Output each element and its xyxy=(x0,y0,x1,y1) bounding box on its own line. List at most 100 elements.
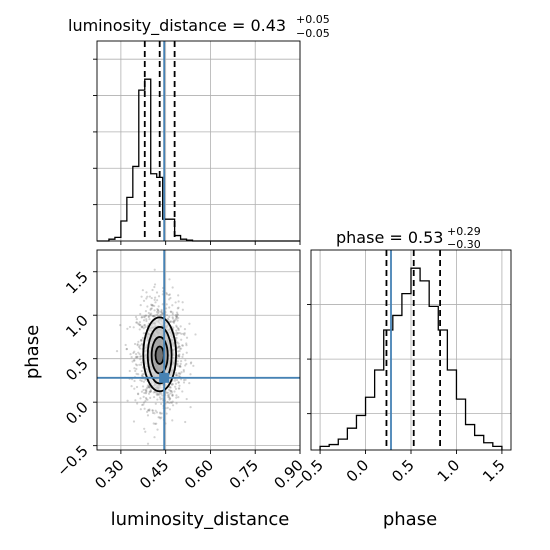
scatter-point xyxy=(147,315,150,318)
scatter-point xyxy=(168,397,171,400)
scatter-point xyxy=(154,296,157,299)
scatter-point xyxy=(175,329,178,332)
scatter-point xyxy=(132,351,135,355)
scatter-point xyxy=(146,409,150,412)
scatter-point xyxy=(160,308,163,312)
scatter-point xyxy=(176,319,179,322)
scatter-point xyxy=(145,319,148,323)
scatter-point xyxy=(167,395,171,398)
y-tick-label-phase: 1.5 xyxy=(62,268,92,298)
scatter-point xyxy=(168,315,171,318)
scatter-point xyxy=(160,311,163,314)
x-tick-label-luminosity_distance: 0.75 xyxy=(226,456,262,492)
hist-luminosity_distance-panel xyxy=(93,40,301,245)
scatter-point xyxy=(133,387,136,390)
scatter-point xyxy=(145,397,148,401)
scatter-point xyxy=(145,291,148,294)
scatter-point xyxy=(172,320,175,323)
scatter-point xyxy=(133,359,136,362)
scatter-point xyxy=(184,359,187,362)
scatter-point xyxy=(176,327,180,330)
scatter-point xyxy=(144,388,147,391)
scatter-point xyxy=(177,372,180,375)
scatter-point xyxy=(181,355,184,358)
scatter-point xyxy=(139,379,142,382)
scatter-point xyxy=(184,378,187,381)
scatter-point xyxy=(178,353,181,356)
scatter-point xyxy=(144,396,148,400)
scatter-point xyxy=(165,291,168,295)
scatter-point xyxy=(147,385,151,388)
x-axis-label-phase: phase xyxy=(383,509,437,530)
scatter-point xyxy=(128,325,132,329)
scatter-point xyxy=(155,411,159,414)
scatter-point xyxy=(185,344,188,347)
scatter-point xyxy=(179,347,183,350)
hist1-frame xyxy=(96,40,301,242)
scatter-point xyxy=(119,324,122,327)
scatter-point xyxy=(170,401,174,404)
scatter-point xyxy=(143,407,146,410)
scatter-point xyxy=(177,354,181,357)
scatter-point xyxy=(175,402,178,405)
scatter-point xyxy=(152,315,155,318)
scatter-point xyxy=(182,381,186,384)
scatter-point xyxy=(139,355,143,358)
scatter-point xyxy=(126,327,129,330)
scatter-point xyxy=(176,332,179,335)
scatter-point xyxy=(166,391,170,394)
scatter-point xyxy=(166,406,169,409)
scatter-point xyxy=(126,399,129,402)
scatter-point xyxy=(189,373,192,376)
scatter-point xyxy=(138,321,141,324)
scatter-point xyxy=(139,312,142,316)
scatter-point xyxy=(157,393,160,396)
scatter-point xyxy=(178,365,182,368)
scatter-point xyxy=(144,378,147,381)
scatter-point xyxy=(133,379,136,383)
scatter-point xyxy=(155,313,159,316)
scatter-point xyxy=(151,411,155,415)
scatter-point xyxy=(143,391,146,395)
scatter-point xyxy=(148,386,151,389)
scatter-point xyxy=(137,393,140,396)
scatter-point xyxy=(148,295,152,298)
scatter-point xyxy=(161,312,164,315)
scatter-point xyxy=(153,436,156,439)
scatter-point xyxy=(168,398,171,401)
scatter-point xyxy=(169,310,173,313)
scatter-point xyxy=(142,319,146,322)
scatter-point xyxy=(147,392,151,395)
scatter-point xyxy=(184,420,187,424)
scatter-point xyxy=(177,354,180,358)
scatter-point xyxy=(177,381,180,384)
scatter-point xyxy=(174,387,178,390)
scatter-point xyxy=(173,319,176,322)
scatter-point xyxy=(133,359,136,362)
scatter-point xyxy=(160,392,163,395)
scatter-point xyxy=(177,342,180,345)
scatter-point xyxy=(135,385,139,389)
scatter-point xyxy=(134,315,138,319)
scatter-point xyxy=(166,401,169,404)
scatter-point xyxy=(176,360,179,363)
scatter-point xyxy=(181,344,184,347)
scatter-point xyxy=(171,320,175,323)
scatter-point xyxy=(176,307,179,310)
scatter-point xyxy=(176,364,179,367)
scatter-point xyxy=(156,299,159,302)
scatter-point xyxy=(145,297,148,300)
scatter-point xyxy=(171,400,174,403)
scatter-point xyxy=(168,401,171,405)
scatter-point xyxy=(183,333,186,336)
scatter-point xyxy=(182,370,185,373)
scatter-point xyxy=(136,344,139,347)
scatter-point xyxy=(141,374,144,377)
x-tick-label-phase: 1.0 xyxy=(434,456,464,486)
scatter-point xyxy=(128,369,131,373)
scatter-point xyxy=(150,307,153,310)
scatter-point xyxy=(154,301,157,304)
scatter-point xyxy=(144,392,147,395)
scatter-point xyxy=(176,313,179,316)
scatter-point xyxy=(189,362,192,365)
